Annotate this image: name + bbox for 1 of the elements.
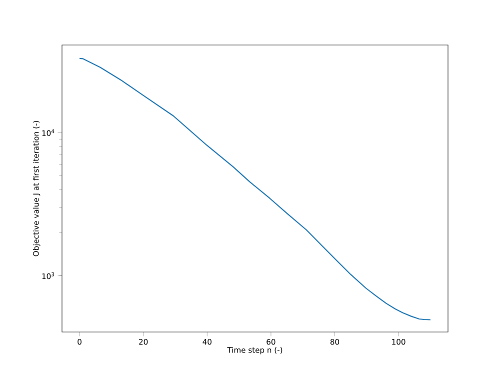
line-series <box>78 58 432 320</box>
